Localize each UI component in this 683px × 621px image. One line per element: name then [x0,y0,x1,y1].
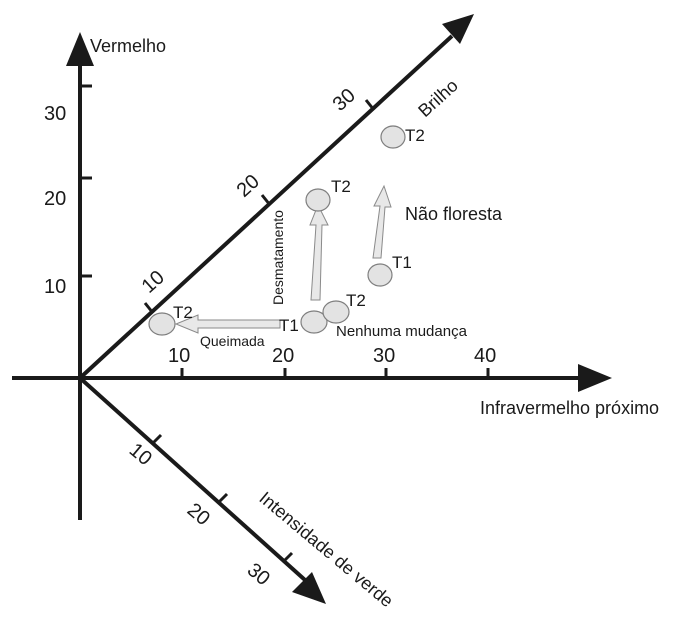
infravermelho-tick-label-30: 30 [373,345,395,367]
brilho-tick-label-20: 20 [233,170,264,201]
nao-floresta-t2-cluster [380,125,406,149]
verde-tick-10 [151,433,163,445]
shared-t1-label: T1 [279,316,299,335]
desmatamento-t2-cluster [305,188,331,212]
brilho-tick-30 [364,99,376,111]
nenhuma-mudanca-t2-label: T2 [346,291,366,310]
infravermelho-tick-label-40: 40 [474,345,496,367]
verde-arrowhead [292,572,326,604]
nao-floresta-label: Não floresta [405,204,503,224]
nao-floresta-t1-label: T1 [392,253,412,272]
brilho-arrowhead [442,14,474,44]
infravermelho-tick-label-10: 10 [168,345,190,367]
queimada-t2-cluster [148,312,176,336]
verde-axis-label: Intensidade de verde [255,488,397,611]
queimada-arrow [174,314,281,334]
vermelho-tick-label-10: 10 [44,276,66,298]
brilho-tick-10 [143,302,155,314]
vermelho-tick-label-30: 30 [44,103,66,125]
desmatamento-label: Desmatamento [270,210,286,305]
verde-tick-label-20: 20 [183,499,214,530]
desmatamento-arrow [309,203,329,301]
nao-floresta-arrow [372,184,392,259]
vermelho-arrowhead [66,32,94,66]
brilho-axis-label: Brilho [414,75,462,121]
nenhuma-mudanca-label: Nenhuma mudança [336,323,468,340]
infravermelho-axis: 10 20 30 40 Infravermelho próximo [12,345,659,418]
verde-tick-30 [282,551,294,563]
infravermelho-tick-label-20: 20 [272,345,294,367]
infravermelho-axis-label: Infravermelho próximo [480,398,659,418]
nao-floresta-t2-label: T2 [405,126,425,145]
verde-tick-label-30: 30 [243,559,274,590]
vermelho-axis-label: Vermelho [90,36,166,56]
brilho-tick-label-30: 30 [329,84,360,115]
nenhuma-mudanca-t2-cluster [322,300,350,324]
brilho-tick-label-10: 10 [138,266,169,297]
verde-axis: 10 20 30 Intensidade de verde [78,376,397,611]
queimada-t2-label: T2 [173,303,193,322]
shared-t1-cluster [300,310,328,334]
brilho-tick-20 [260,194,272,206]
vermelho-axis: 10 20 30 Vermelho [44,32,166,520]
vermelho-tick-label-20: 20 [44,188,66,210]
queimada-label: Queimada [200,333,265,349]
infravermelho-arrowhead [578,364,612,392]
verde-tick-20 [217,492,229,504]
nao-floresta-t1-cluster [367,263,393,287]
desmatamento-t2-label: T2 [331,177,351,196]
